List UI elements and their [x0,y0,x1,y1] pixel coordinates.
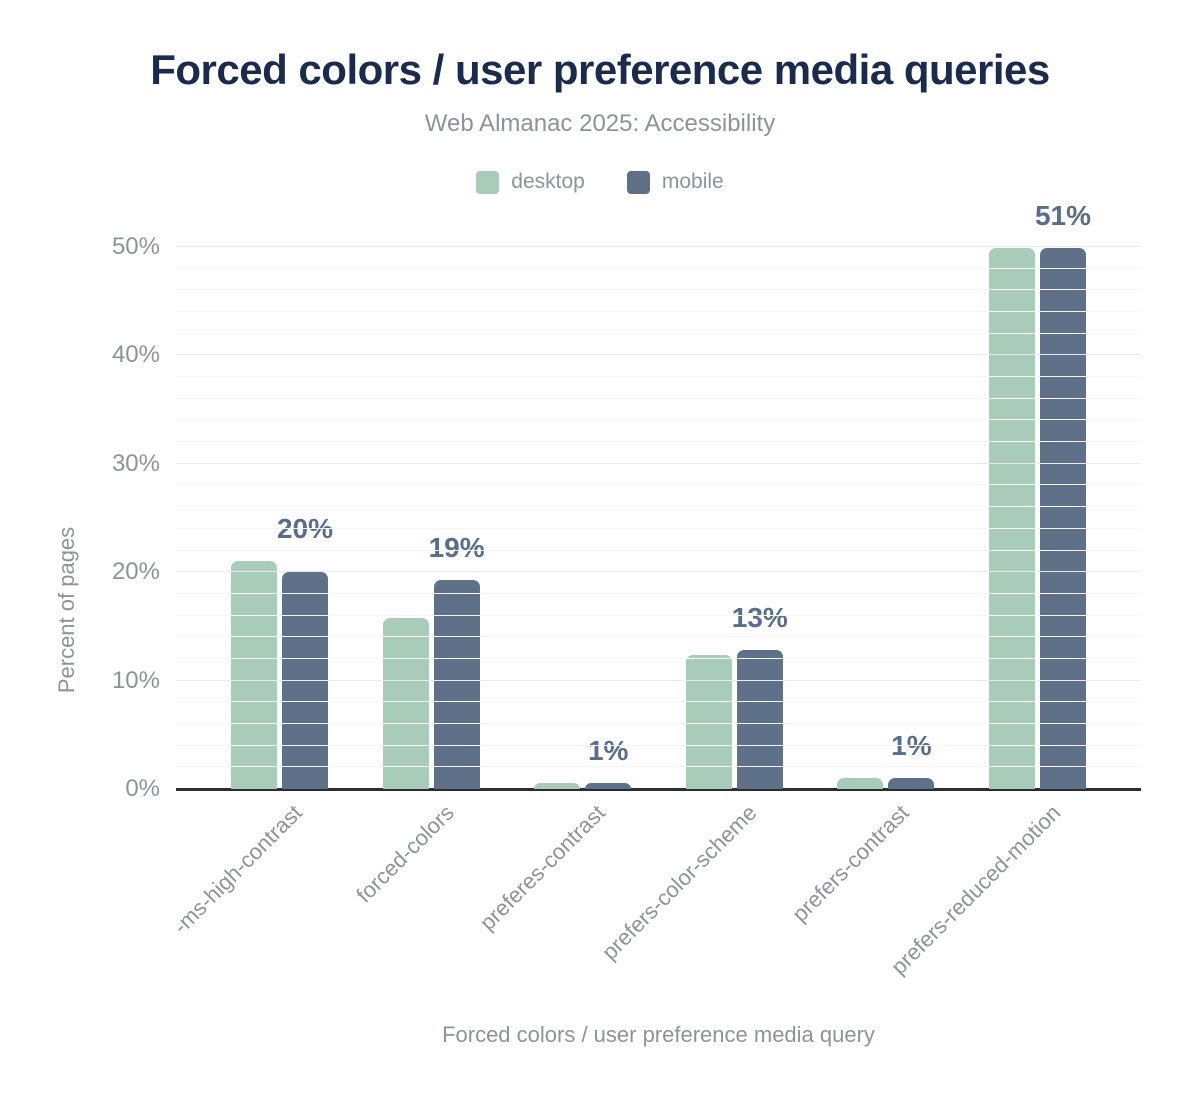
bar-mobile-preferes-contrast [585,783,632,789]
x-tick-label-prefers-reduced-motion: prefers-reduced-motion [885,800,1066,980]
bar-desktop-prefers-contrast [837,777,884,789]
minor-gridline-22 [176,549,1141,551]
major-gridline-20 [176,571,1141,573]
bar-value-label-prefers-color-scheme: 13% [731,602,788,634]
y-tick-label-40: 40% [111,341,160,369]
bar-desktop-prefers-reduced-motion [988,248,1035,789]
legend-label-mobile: mobile [661,170,724,193]
bar-group-forced-colors: 19% [382,247,485,789]
minor-gridline-44 [176,311,1141,313]
x-axis-title: Forced colors / user preference media qu… [442,1022,875,1047]
legend: desktop mobile [0,170,1200,194]
mobile-swatch-icon [626,170,650,194]
x-axis-line [176,788,1141,791]
chart-title: Forced colors / user preference media qu… [150,46,1050,93]
plot-area: 20% 19% 1% 13% 1% 51% 0% 10% 20% 30% 40% 50% -ms-hi… [112,200,1141,979]
bar-desktop-forced-colors [382,617,429,789]
legend-label-desktop: desktop [511,170,585,193]
minor-gridline-24 [176,527,1141,529]
bar-desktop-prefers-color-scheme [685,654,732,789]
x-tick-label-prefers-contrast: prefers-contrast [786,800,914,927]
x-tick-label-prefers-color-scheme: prefers-color-scheme [597,800,762,965]
minor-gridline-4 [176,744,1141,746]
minor-gridline-34 [176,419,1141,421]
bar-group-prefers-color-scheme: 13% [685,247,788,789]
major-gridline-10 [176,679,1141,681]
minor-gridline-26 [176,506,1141,508]
bar-value-label-forced-colors: 19% [428,531,485,563]
minor-gridline-2 [176,766,1141,768]
major-gridline-50 [176,246,1141,247]
minor-gridline-18 [176,592,1141,594]
legend-item-desktop: desktop [476,170,585,194]
y-tick-label-10: 10% [111,666,160,694]
minor-gridline-46 [176,289,1141,291]
x-tick-label--ms-high-contrast: -ms-high-contrast [168,800,308,939]
minor-gridline-36 [176,397,1141,399]
desktop-swatch-icon [476,170,500,194]
minor-gridline-16 [176,614,1141,616]
minor-gridline-38 [176,376,1141,378]
bar-desktop-preferes-contrast [534,783,581,789]
bar-group-preferes-contrast: 1% [534,247,632,789]
bar-group--ms-high-contrast: 20% [231,247,333,789]
major-gridline-30 [176,462,1141,464]
bar-mobile-prefers-color-scheme [736,650,783,789]
legend-item-mobile: mobile [626,170,724,194]
minor-gridline-48 [176,267,1141,269]
minor-gridline-42 [176,332,1141,334]
minor-gridline-14 [176,636,1141,638]
minor-gridline-8 [176,701,1141,703]
bar-group-prefers-contrast: 1% [837,247,935,789]
minor-gridline-6 [176,722,1141,724]
chart-subtitle: Web Almanac 2025: Accessibility [424,110,776,137]
minor-gridline-28 [176,484,1141,486]
major-gridline-40 [176,354,1141,356]
x-tick-label-forced-colors: forced-colors [351,800,459,908]
bar-mobile-prefers-reduced-motion [1039,248,1086,789]
y-tick-label-0: 0% [125,775,160,802]
x-tick-label-preferes-contrast: preferes-contrast [475,800,611,936]
minor-gridline-12 [176,657,1141,659]
bar-desktop--ms-high-contrast [231,561,277,789]
bar-mobile-prefers-contrast [888,777,935,789]
y-tick-label-30: 30% [111,449,160,477]
bar-value-label-preferes-contrast: 1% [587,735,629,767]
bar-value-label-prefers-reduced-motion: 51% [1034,200,1091,232]
bar-groups: 20% 19% 1% 13% 1% 51% [176,200,1141,789]
y-tick-label-20: 20% [111,558,160,586]
bar-value-label--ms-high-contrast: 20% [276,513,334,545]
y-tick-label-50: 50% [111,233,160,260]
bar-mobile-forced-colors [433,579,480,789]
bar-group-prefers-reduced-motion: 51% [988,200,1091,789]
minor-gridline-32 [176,441,1141,443]
